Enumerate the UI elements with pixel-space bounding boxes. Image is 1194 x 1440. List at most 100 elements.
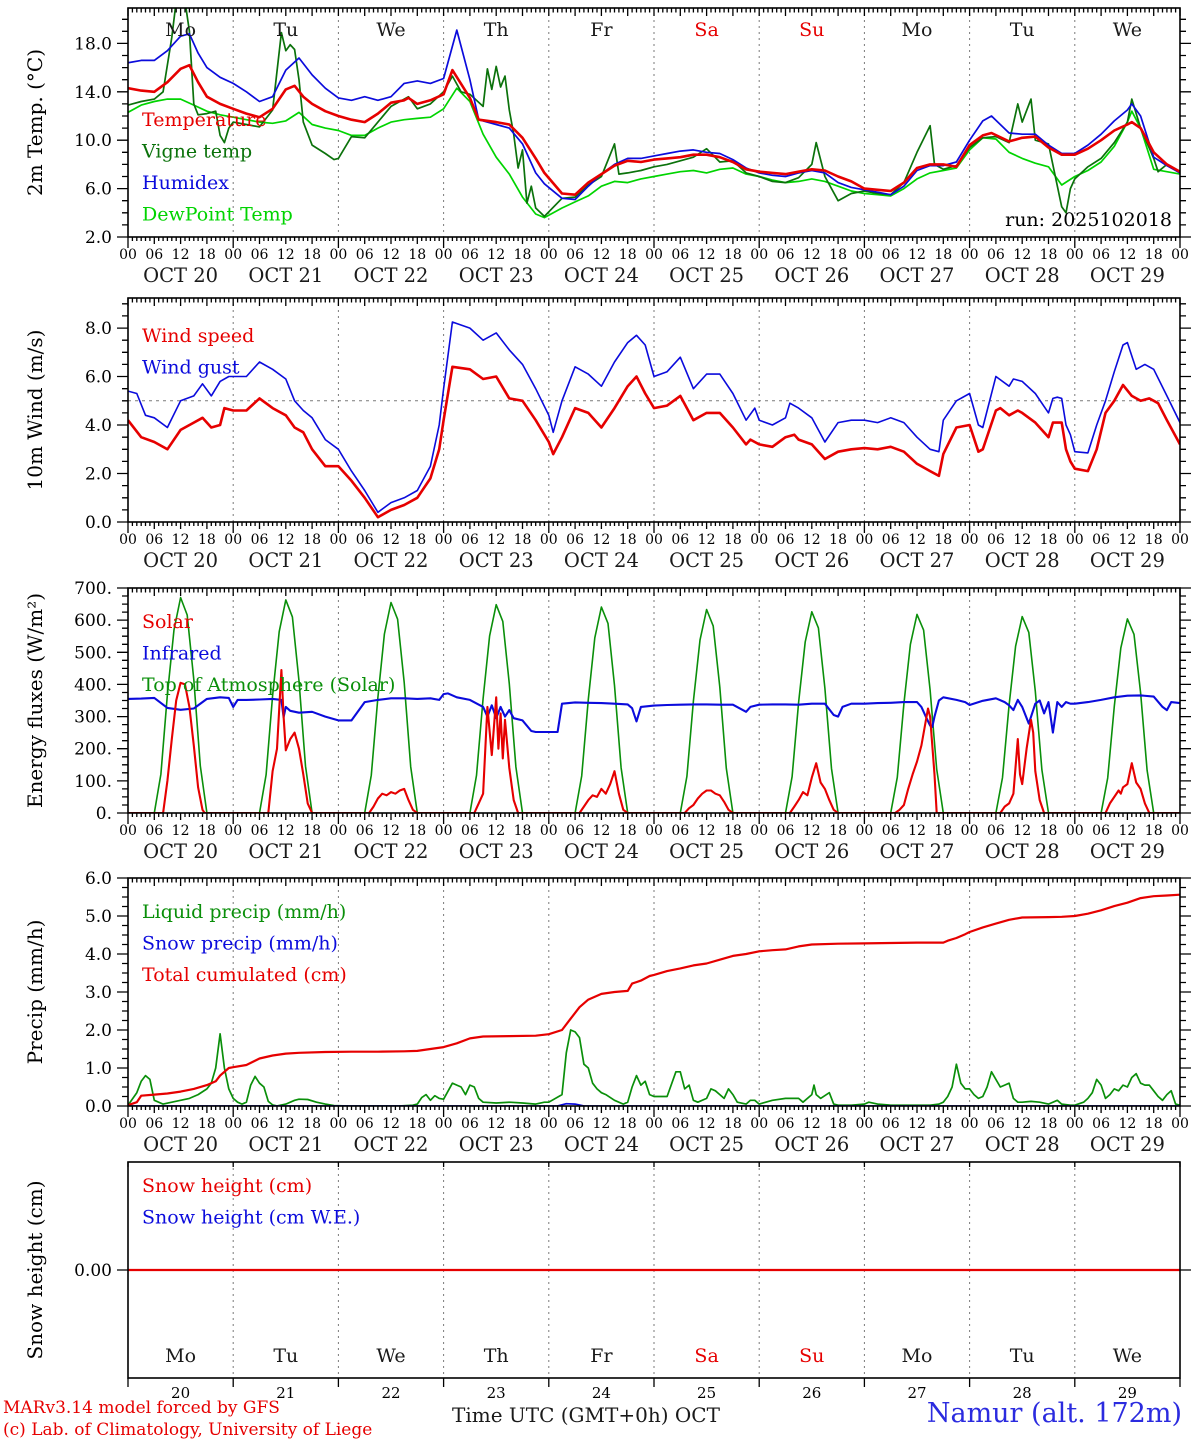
- hour-tick-label: 00: [119, 247, 137, 263]
- hour-tick-label: 12: [908, 532, 926, 548]
- hour-tick-label: 18: [829, 532, 847, 548]
- hour-tick-label: 00: [1066, 1116, 1084, 1132]
- ytick-label: 700.: [74, 579, 112, 599]
- date-label: OCT 22: [354, 840, 429, 863]
- hour-tick-label: 00: [1171, 247, 1189, 263]
- hour-tick-label: 18: [619, 532, 637, 548]
- hour-tick-label: 06: [1092, 532, 1110, 548]
- day-name-label: We: [1113, 19, 1142, 41]
- hour-tick-label: 18: [1145, 247, 1163, 263]
- hour-tick-label: 06: [882, 823, 900, 839]
- day-name-label: Tu: [273, 1345, 298, 1367]
- hour-tick-label: 00: [855, 823, 873, 839]
- hour-tick-label: 18: [303, 532, 321, 548]
- hour-tick-label: 06: [461, 247, 479, 263]
- y-axis-title-flux: Energy fluxes (W/m²): [23, 593, 47, 808]
- date-label: OCT 22: [354, 1133, 429, 1156]
- ytick-label: 2.0: [85, 228, 112, 248]
- hour-tick-label: 12: [803, 247, 821, 263]
- day-name-label: Su: [799, 19, 824, 41]
- date-label: OCT 25: [669, 1133, 744, 1156]
- axis-ticks: [117, 587, 1191, 824]
- hour-tick-label: 06: [566, 823, 584, 839]
- legend-total-cumulated-cm-: Total cumulated (cm): [142, 964, 347, 986]
- date-label: OCT 24: [564, 840, 639, 863]
- hour-tick-label: 06: [1092, 823, 1110, 839]
- day-name-label: Mo: [165, 1345, 196, 1367]
- y-axis-title-wind: 10m Wind (m/s): [23, 330, 47, 491]
- series-solar: [128, 668, 1180, 813]
- date-label: OCT 22: [354, 549, 429, 572]
- hour-tick-label: 12: [277, 823, 295, 839]
- ytick-label: 0.0: [85, 1097, 112, 1117]
- panel-temp: 2.0 6.0 10.0 14.0 18.0 2m Temp. (°C) Temperatu…: [23, 7, 1191, 287]
- axis-ticks: [117, 877, 1191, 1117]
- date-label: OCT 27: [880, 1133, 955, 1156]
- day-name-label: Mo: [902, 19, 933, 41]
- hour-tick-label: 12: [803, 532, 821, 548]
- ytick-label: 4.0: [85, 416, 112, 436]
- day-number-label: 28: [1013, 1384, 1032, 1402]
- hour-tick-label: 18: [1145, 532, 1163, 548]
- hour-tick-label: 06: [461, 1116, 479, 1132]
- date-label: OCT 27: [880, 549, 955, 572]
- hour-tick-label: 06: [987, 247, 1005, 263]
- hour-tick-label: 12: [908, 1116, 926, 1132]
- hour-tick-label: 00: [1171, 532, 1189, 548]
- ytick-label: 2.0: [85, 465, 112, 485]
- hour-tick-label: 06: [1092, 1116, 1110, 1132]
- hour-tick-label: 18: [1145, 1116, 1163, 1132]
- hour-tick-label: 06: [1092, 247, 1110, 263]
- hour-tick-label: 18: [198, 823, 216, 839]
- hour-tick-label: 12: [172, 247, 190, 263]
- ytick-label: 18.0: [74, 34, 112, 54]
- hour-tick-label: 18: [198, 1116, 216, 1132]
- ytick-label: 400.: [74, 675, 112, 695]
- axis-ticks: [117, 8, 1191, 248]
- day-number-label: 24: [592, 1384, 611, 1402]
- hour-tick-label: 00: [540, 823, 558, 839]
- hour-tick-label: 06: [356, 247, 374, 263]
- day-number-label: 27: [907, 1384, 926, 1402]
- hour-tick-label: 12: [698, 1116, 716, 1132]
- hour-tick-label: 06: [145, 247, 163, 263]
- hour-tick-label: 06: [882, 247, 900, 263]
- legend-top-of-atmosphere-solar-: Top of Atmosphere (Solar): [142, 674, 395, 696]
- day-name-label: Th: [484, 1345, 509, 1367]
- hour-tick-label: 00: [961, 823, 979, 839]
- hour-tick-label: 12: [487, 1116, 505, 1132]
- legend-wind-speed: Wind speed: [142, 325, 254, 347]
- hour-tick-label: 18: [724, 823, 742, 839]
- date-label: OCT 23: [459, 1133, 534, 1156]
- ytick-label: 100.: [74, 772, 112, 792]
- axis-ticks: [117, 298, 1191, 533]
- legend-snow-height-cm-: Snow height (cm): [142, 1175, 312, 1197]
- hour-tick-label: 18: [724, 1116, 742, 1132]
- hour-tick-label: 18: [934, 1116, 952, 1132]
- credit-line-2: (c) Lab. of Climatology, University of L…: [3, 1420, 373, 1440]
- hour-tick-label: 00: [435, 823, 453, 839]
- hour-tick-label: 00: [750, 247, 768, 263]
- hour-tick-label: 18: [514, 1116, 532, 1132]
- series-snow-precip: [128, 1102, 1180, 1106]
- date-label: OCT 28: [985, 840, 1060, 863]
- hour-tick-label: 00: [961, 247, 979, 263]
- day-name-label: We: [1113, 1345, 1142, 1367]
- hour-tick-label: 12: [1118, 247, 1136, 263]
- hour-tick-label: 06: [777, 823, 795, 839]
- hour-tick-label: 00: [119, 823, 137, 839]
- date-label: OCT 21: [248, 840, 323, 863]
- hour-tick-label: 00: [961, 1116, 979, 1132]
- day-number-label: 29: [1118, 1384, 1137, 1402]
- hour-tick-label: 06: [777, 247, 795, 263]
- ytick-label: 4.0: [85, 945, 112, 965]
- hour-tick-label: 00: [329, 1116, 347, 1132]
- date-label: OCT 29: [1090, 1133, 1165, 1156]
- hour-tick-label: 18: [829, 247, 847, 263]
- series-top-of-atmosphere-solar-: [128, 596, 1180, 813]
- hour-tick-label: 06: [356, 1116, 374, 1132]
- hour-tick-label: 18: [1040, 247, 1058, 263]
- day-number-label: 21: [276, 1384, 295, 1402]
- date-label: OCT 26: [774, 264, 849, 287]
